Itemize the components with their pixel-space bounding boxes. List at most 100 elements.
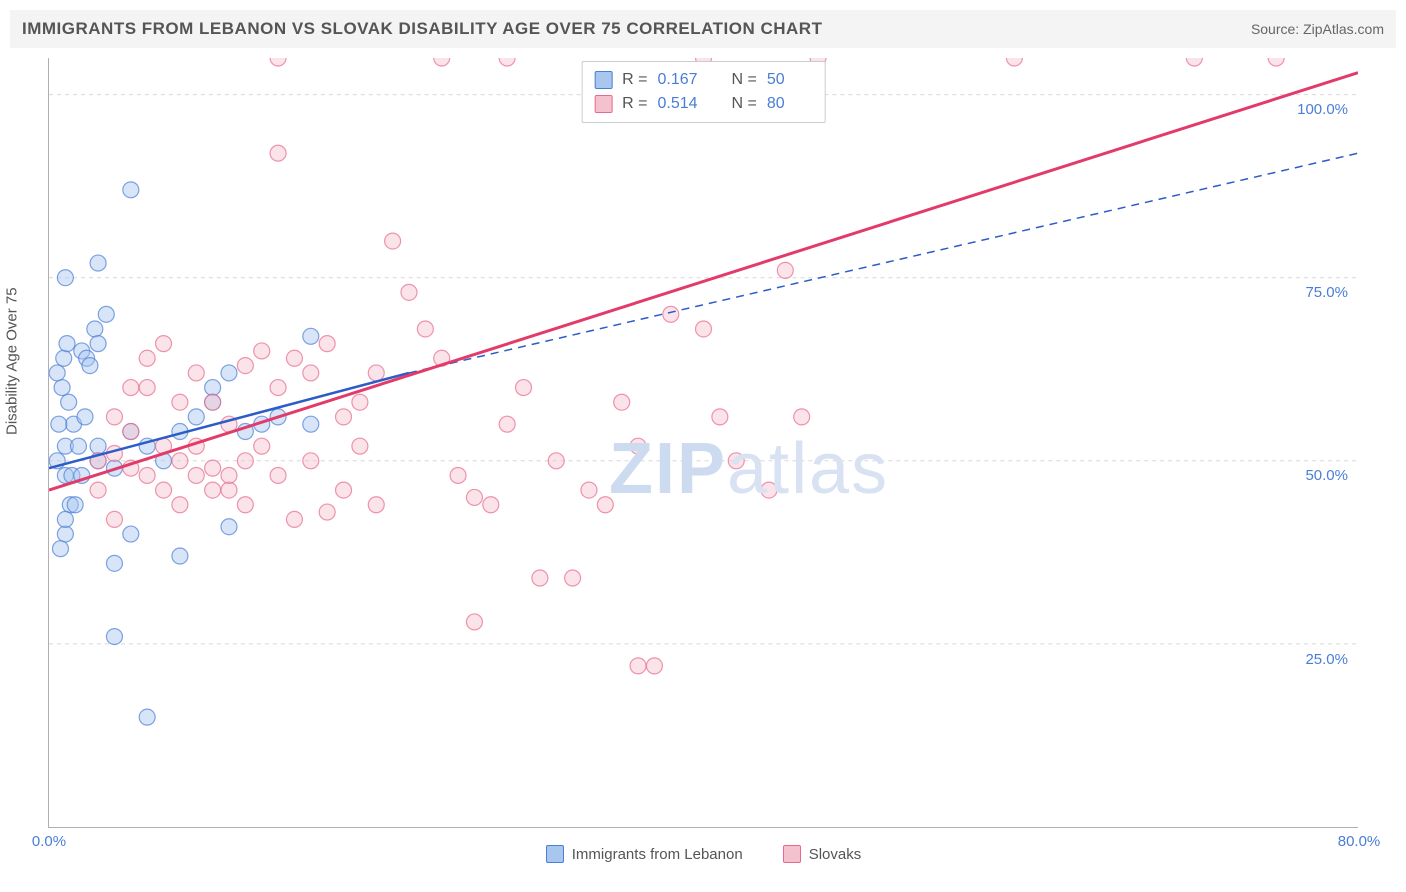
- chart-svg: [49, 58, 1358, 827]
- chart-title: IMMIGRANTS FROM LEBANON VS SLOVAK DISABI…: [22, 19, 822, 39]
- scatter-point-lebanon: [57, 270, 73, 286]
- scatter-point-slovaks: [466, 614, 482, 630]
- n-label: N =: [732, 68, 757, 92]
- plot-area: ZIPatlas R =0.167N =50R =0.514N =80 25.0…: [48, 58, 1358, 828]
- correlation-legend-row: R = 0.167 N = 50: [594, 68, 813, 92]
- n-label: N =: [732, 92, 757, 116]
- n-value: 50: [767, 68, 813, 92]
- scatter-point-slovaks: [156, 482, 172, 498]
- scatter-point-slovaks: [303, 365, 319, 381]
- scatter-point-lebanon: [49, 365, 65, 381]
- scatter-point-slovaks: [352, 438, 368, 454]
- regression-line-slovaks: [49, 73, 1358, 490]
- scatter-point-slovaks: [237, 453, 253, 469]
- scatter-point-slovaks: [270, 145, 286, 161]
- scatter-point-lebanon: [67, 497, 83, 513]
- scatter-point-slovaks: [630, 438, 646, 454]
- scatter-point-slovaks: [696, 321, 712, 337]
- scatter-point-slovaks: [336, 409, 352, 425]
- scatter-point-slovaks: [483, 497, 499, 513]
- scatter-point-slovaks: [597, 497, 613, 513]
- legend-swatch: [546, 845, 564, 863]
- scatter-point-slovaks: [516, 380, 532, 396]
- y-tick-label: 25.0%: [1305, 651, 1348, 668]
- scatter-point-lebanon: [106, 629, 122, 645]
- scatter-point-slovaks: [352, 394, 368, 410]
- source-attribution: Source: ZipAtlas.com: [1251, 21, 1384, 37]
- scatter-point-slovaks: [417, 321, 433, 337]
- scatter-point-slovaks: [106, 409, 122, 425]
- scatter-point-slovaks: [777, 262, 793, 278]
- scatter-point-slovaks: [237, 358, 253, 374]
- scatter-point-lebanon: [123, 182, 139, 198]
- scatter-point-lebanon: [51, 416, 67, 432]
- scatter-point-slovaks: [286, 511, 302, 527]
- scatter-point-slovaks: [1006, 58, 1022, 66]
- scatter-point-lebanon: [172, 548, 188, 564]
- scatter-point-slovaks: [499, 58, 515, 66]
- bottom-legend: Immigrants from Lebanon Slovaks: [49, 845, 1358, 863]
- regression-line-dashed-lebanon: [409, 153, 1358, 373]
- scatter-point-slovaks: [90, 482, 106, 498]
- scatter-point-slovaks: [221, 482, 237, 498]
- scatter-point-slovaks: [614, 394, 630, 410]
- correlation-legend: R = 0.167 N = 50 R = 0.514 N = 80: [581, 61, 826, 123]
- scatter-point-lebanon: [70, 438, 86, 454]
- scatter-point-slovaks: [303, 453, 319, 469]
- scatter-point-slovaks: [254, 438, 270, 454]
- scatter-point-slovaks: [205, 460, 221, 476]
- scatter-point-slovaks: [581, 482, 597, 498]
- scatter-point-slovaks: [646, 658, 662, 674]
- scatter-point-slovaks: [368, 365, 384, 381]
- regression-line-lebanon: [49, 373, 409, 468]
- scatter-point-lebanon: [87, 321, 103, 337]
- scatter-point-lebanon: [61, 394, 77, 410]
- scatter-point-slovaks: [172, 497, 188, 513]
- scatter-point-slovaks: [336, 482, 352, 498]
- scatter-point-slovaks: [106, 511, 122, 527]
- scatter-point-slovaks: [319, 336, 335, 352]
- n-value: 80: [767, 92, 813, 116]
- legend-label: Slovaks: [809, 846, 862, 863]
- scatter-point-lebanon: [56, 350, 72, 366]
- scatter-point-slovaks: [565, 570, 581, 586]
- r-label: R =: [622, 92, 647, 116]
- scatter-point-slovaks: [270, 467, 286, 483]
- legend-swatch: [783, 845, 801, 863]
- scatter-point-slovaks: [188, 365, 204, 381]
- r-value: 0.514: [658, 92, 704, 116]
- scatter-point-slovaks: [254, 343, 270, 359]
- scatter-point-lebanon: [221, 365, 237, 381]
- scatter-point-slovaks: [712, 409, 728, 425]
- correlation-legend-row: R = 0.514 N = 80: [594, 92, 813, 116]
- scatter-point-slovaks: [434, 58, 450, 66]
- scatter-point-slovaks: [728, 453, 744, 469]
- legend-label: Immigrants from Lebanon: [572, 846, 743, 863]
- scatter-point-lebanon: [303, 416, 319, 432]
- scatter-point-slovaks: [123, 380, 139, 396]
- y-tick-label: 75.0%: [1305, 284, 1348, 301]
- scatter-point-lebanon: [90, 255, 106, 271]
- scatter-point-lebanon: [59, 336, 75, 352]
- scatter-point-lebanon: [221, 519, 237, 535]
- scatter-point-slovaks: [286, 350, 302, 366]
- r-value: 0.167: [658, 68, 704, 92]
- scatter-point-lebanon: [82, 358, 98, 374]
- scatter-point-slovaks: [270, 58, 286, 66]
- scatter-point-lebanon: [57, 511, 73, 527]
- scatter-point-lebanon: [54, 380, 70, 396]
- scatter-point-slovaks: [188, 467, 204, 483]
- scatter-point-slovaks: [270, 380, 286, 396]
- scatter-point-slovaks: [221, 467, 237, 483]
- scatter-point-slovaks: [1268, 58, 1284, 66]
- scatter-point-lebanon: [77, 409, 93, 425]
- scatter-point-slovaks: [450, 467, 466, 483]
- scatter-point-slovaks: [172, 453, 188, 469]
- scatter-point-slovaks: [466, 489, 482, 505]
- r-label: R =: [622, 68, 647, 92]
- scatter-point-lebanon: [90, 438, 106, 454]
- scatter-point-slovaks: [172, 394, 188, 410]
- title-bar: IMMIGRANTS FROM LEBANON VS SLOVAK DISABI…: [10, 10, 1396, 48]
- scatter-point-lebanon: [139, 709, 155, 725]
- bottom-legend-item: Slovaks: [783, 845, 862, 863]
